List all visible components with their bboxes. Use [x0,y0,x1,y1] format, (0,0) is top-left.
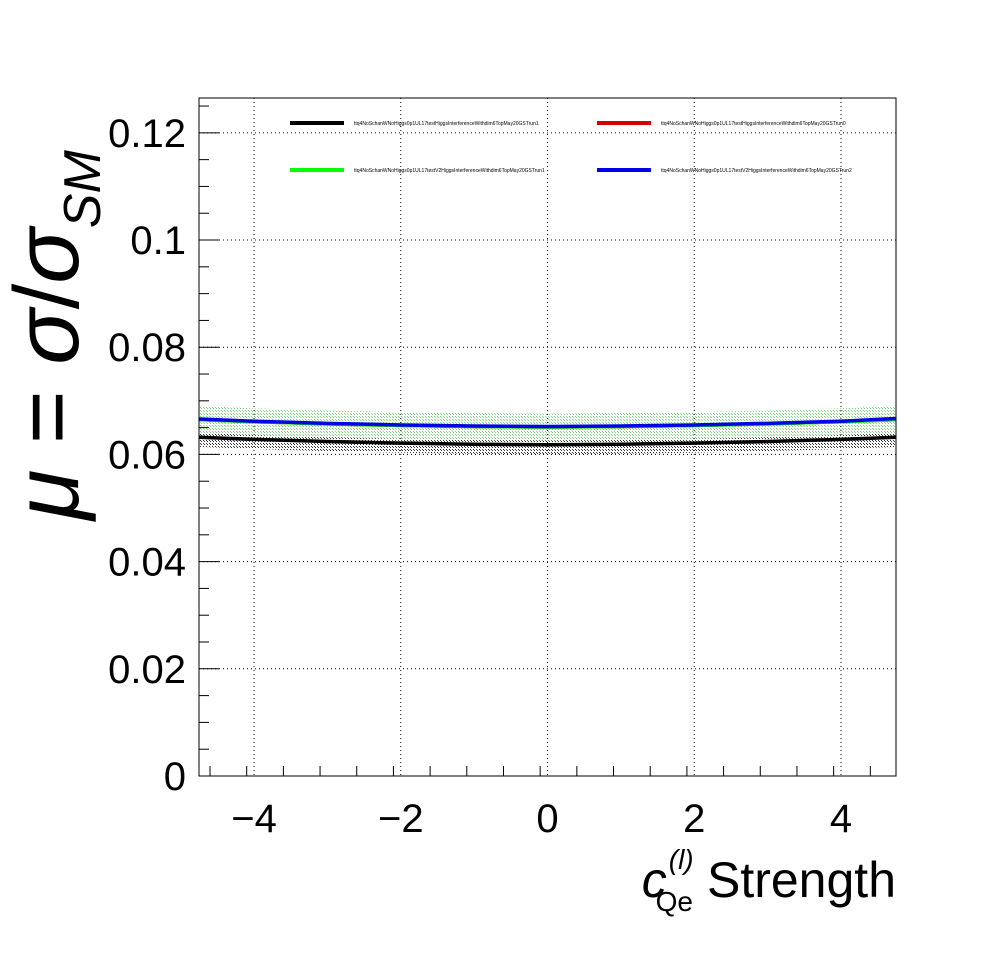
legend-label: ttq4NoSchanWNoHiggs0p1UL17testHiggsInter… [354,121,539,127]
legend-label: ttq4NoSchanWNoHiggs0p1UL17testHiggsInter… [661,121,846,127]
x-axis-title: c(l) Qe Strength [642,844,896,917]
x-tick-label: −2 [378,797,424,841]
y-tick-labels: 0 0.02 0.04 0.06 0.08 0.1 0.12 [108,112,186,799]
x-tick-label: −4 [231,797,277,841]
legend-label: ttq4NoSchanWNoHiggs0p1UL17testV2HiggsInt… [354,168,545,174]
x-tick-label: 2 [683,797,705,841]
x-axis-title-suffix: Strength [707,852,896,908]
y-axis-title-subscript: SM [54,150,112,229]
y-tick-label: 0 [164,755,186,799]
legend-label: ttq4NoSchanWNoHiggs0p1UL17testV2HiggsInt… [661,168,852,174]
series-line [198,416,897,429]
y-axis-title-slash: / [0,283,98,309]
y-axis-title-mu: μ [0,470,98,522]
y-axis-title-eq: = [0,365,98,470]
y-tick-label: 0.08 [108,326,186,370]
y-tick-label: 0.12 [108,112,186,156]
y-tick-label: 0.04 [108,541,186,585]
y-axis-title-sigma-sm: σ [0,225,98,284]
grid [199,98,896,777]
svg-text:μ = σ/σSM: μ = σ/σSM [0,150,112,522]
axis-ticks [199,105,871,777]
y-tick-label: 0.06 [108,433,186,477]
x-axis-title-symbol: c [642,852,667,908]
x-axis-title-subscript: Qe [656,886,693,917]
plot-frame [198,97,897,777]
y-axis-title: μ = σ/σSM [0,150,112,522]
x-axis-title-superscript: (l) [669,844,694,875]
y-tick-label: 0.02 [108,648,186,692]
y-tick-label: 0.1 [130,219,186,263]
x-tick-label: 4 [830,797,852,841]
legend: ttq4NoSchanWNoHiggs0p1UL17testHiggsInter… [290,121,852,174]
series-line [198,435,897,447]
uncertainty-band [199,406,896,441]
x-tick-labels: −4 −2 0 2 4 [231,797,852,841]
y-axis-title-sigma: σ [0,306,98,365]
series-lines [198,416,897,447]
uncertainty-bands [199,406,896,455]
x-tick-label: 0 [536,797,558,841]
